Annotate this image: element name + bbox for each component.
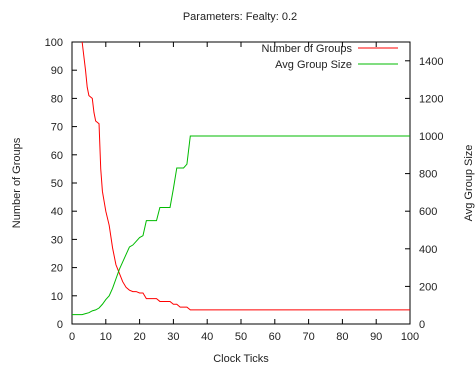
y-tick-label: 10 (51, 291, 63, 303)
series-layer (72, 41, 410, 316)
y-tick-label: 70 (51, 122, 63, 134)
y-tick-label: 30 (51, 234, 63, 246)
y2-tick-label: 600 (419, 206, 437, 218)
series-line-avg-group-size (72, 135, 410, 316)
y2-tick-label: 1200 (419, 93, 443, 105)
y-tick-label: 100 (45, 37, 63, 49)
x-axis: 0 10 20 30 40 50 60 70 80 90 100 (69, 42, 419, 343)
y2-tick-label: 200 (419, 281, 437, 293)
x-axis-label: Clock Ticks (213, 353, 269, 365)
chart-title: Parameters: Fealty: 0.2 (183, 11, 297, 23)
y-axis-left-label: Number of Groups (11, 137, 23, 228)
x-tick-label: 70 (302, 331, 314, 343)
y-tick-label: 80 (51, 93, 63, 105)
x-tick-label: 60 (269, 331, 281, 343)
y-tick-label: 50 (51, 178, 63, 190)
x-tick-label: 10 (100, 331, 112, 343)
y2-tick-label: 0 (419, 319, 425, 331)
legend: Number of Groups Avg Group Size (262, 43, 398, 71)
y-tick-label: 20 (51, 263, 63, 275)
y-axis-left: 0 10 20 30 40 50 60 70 80 90 100 (45, 37, 77, 331)
y-tick-label: 90 (51, 65, 63, 77)
legend-label-avg-group-size: Avg Group Size (275, 59, 352, 71)
y2-tick-label: 1400 (419, 56, 443, 68)
x-tick-label: 30 (167, 331, 179, 343)
y-axis-right: 0 200 400 600 800 1000 1200 1400 (405, 56, 443, 331)
x-tick-label: 40 (201, 331, 213, 343)
y-tick-label: 60 (51, 150, 63, 162)
x-tick-label: 0 (69, 331, 75, 343)
x-tick-label: 50 (235, 331, 247, 343)
y-axis-right-label: Avg Group Size (463, 145, 475, 222)
x-tick-label: 80 (336, 331, 348, 343)
y2-tick-label: 400 (419, 244, 437, 256)
series-line-number-of-groups (81, 41, 410, 311)
x-tick-label: 100 (401, 331, 419, 343)
x-tick-label: 90 (370, 331, 382, 343)
x-tick-label: 20 (133, 331, 145, 343)
y-tick-label: 40 (51, 206, 63, 218)
legend-label-number-of-groups: Number of Groups (262, 43, 353, 55)
y2-tick-label: 800 (419, 169, 437, 181)
y-tick-label: 0 (57, 319, 63, 331)
y2-tick-label: 1000 (419, 131, 443, 143)
